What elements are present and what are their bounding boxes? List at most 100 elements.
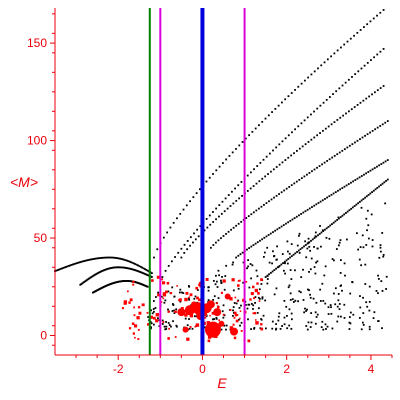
black-data-point [169,226,172,229]
black-data-point [348,209,351,212]
black-data-point [197,235,200,238]
black-data-point [287,221,290,224]
black-data-point [386,159,389,161]
black-data-point [385,180,387,182]
black-data-point [377,277,380,280]
black-data-point [356,177,359,180]
black-data-point [307,141,310,143]
black-data-point [294,299,297,302]
black-data-point [331,327,334,330]
red-data-point [160,301,163,303]
black-data-point [314,231,317,234]
black-data-point [134,263,137,265]
black-data-point [354,179,357,181]
red-data-point [218,320,225,327]
black-data-point [241,251,244,254]
red-data-point [133,314,136,317]
black-data-point [229,205,232,207]
black-data-point [355,232,358,235]
black-data-point [173,312,176,314]
red-data-point [230,327,239,336]
black-data-point [341,187,344,189]
black-data-point [263,204,265,206]
black-data-point [298,178,301,181]
black-data-point [359,246,362,248]
black-data-point [124,266,127,269]
black-data-point [241,194,243,197]
black-data-point [109,256,112,259]
black-data-point [252,304,255,307]
black-data-point [337,189,339,192]
black-data-point [215,207,218,210]
black-data-point [269,271,272,274]
black-data-point [87,278,90,280]
black-data-point [273,254,276,257]
black-data-point [84,259,87,262]
black-data-point [290,243,293,246]
black-data-point [222,316,225,319]
x-tick-label: -2 [113,362,124,376]
black-data-point [367,224,370,227]
black-data-point [248,286,251,289]
black-data-point [76,262,79,264]
black-data-point [240,220,243,223]
black-data-point [58,268,61,271]
x-axis-ticks: -2 0 2 4 [75,355,393,376]
red-data-point [234,314,238,317]
black-data-point [267,234,270,236]
black-data-point [109,267,111,270]
black-data-point [313,266,316,268]
black-data-point [232,289,235,292]
black-data-point [251,264,254,267]
black-data-point [324,265,327,268]
black-data-point [345,212,347,214]
black-data-point [208,214,211,217]
black-data-point [327,125,330,128]
black-data-point [308,289,310,292]
black-data-point [101,256,103,259]
black-data-point [384,202,387,205]
black-data-point [319,300,322,302]
black-data-point [186,324,189,327]
black-data-point [285,305,288,308]
black-data-point [88,277,91,280]
red-data-point [178,299,180,302]
black-data-point [343,262,346,265]
black-data-point [267,173,269,175]
black-data-point [369,192,372,195]
black-data-point [264,327,267,330]
black-data-point [358,317,361,319]
black-data-point [348,321,351,324]
black-data-point [343,43,346,46]
black-data-point [310,257,313,260]
black-data-point [207,286,210,289]
black-data-point [289,269,292,271]
black-data-point [310,73,313,76]
red-data-point [137,328,140,331]
black-data-point [319,200,322,203]
black-data-point [143,272,146,275]
black-data-point [211,318,214,321]
black-data-point [378,185,380,188]
black-data-point [240,304,242,307]
black-data-point [314,235,317,238]
black-data-point [382,255,385,258]
black-data-point [115,257,117,259]
black-data-point [331,223,333,226]
black-data-point [252,211,255,214]
black-data-point [290,184,293,187]
black-data-point [384,121,387,124]
black-data-point [221,200,224,203]
black-data-point [161,319,164,322]
black-data-point [264,276,267,278]
black-data-point [90,258,92,261]
red-data-point [191,301,198,308]
black-data-point [315,203,318,206]
black-data-point [335,248,338,250]
black-data-point [280,263,283,266]
x-axis-label: E [217,375,227,391]
black-data-point [341,289,343,292]
black-data-point [167,290,170,293]
black-data-point [165,325,168,328]
black-data-point [81,260,84,263]
